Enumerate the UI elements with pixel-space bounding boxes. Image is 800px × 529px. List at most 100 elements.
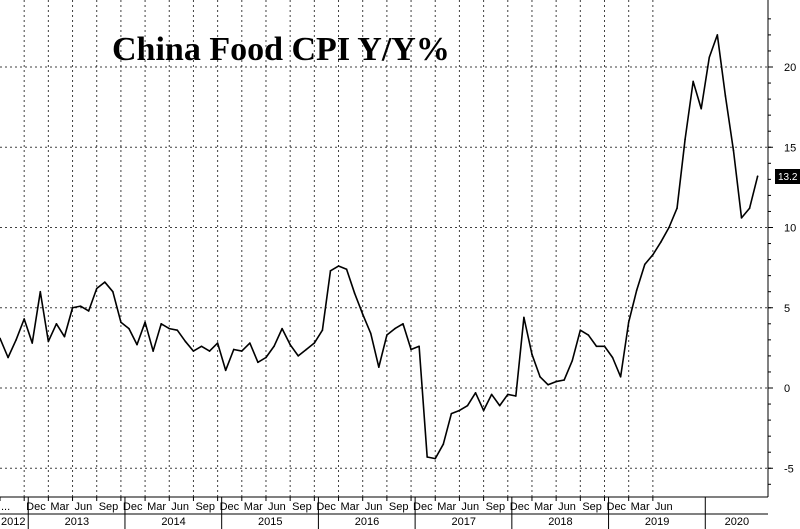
x-month-label: Dec: [510, 501, 530, 513]
data-point: [611, 356, 614, 359]
data-point: [482, 409, 485, 412]
data-point: [587, 334, 590, 336]
x-year-label: 2014: [161, 516, 185, 528]
data-point: [644, 263, 646, 266]
data-point: [539, 375, 541, 378]
last-value-text: 13.2: [778, 172, 798, 183]
x-month-label: Sep: [292, 501, 312, 513]
x-month-label: Mar: [244, 501, 263, 513]
data-point: [321, 329, 324, 332]
data-point: [531, 353, 533, 356]
data-point: [297, 355, 300, 357]
x-month-label: Jun: [268, 501, 286, 513]
data-point: [716, 34, 719, 36]
data-point: [394, 327, 396, 330]
x-month-label: Jun: [461, 501, 479, 513]
data-point: [313, 342, 316, 344]
data-point: [120, 321, 122, 323]
data-point: [112, 290, 114, 293]
data-point: [361, 313, 364, 315]
data-point: [47, 340, 50, 343]
data-point: [555, 380, 557, 383]
x-month-label: Dec: [220, 501, 240, 513]
data-point: [63, 335, 66, 338]
data-point: [426, 456, 428, 458]
data-point: [692, 80, 694, 83]
data-point: [506, 393, 509, 396]
data-point: [378, 366, 380, 368]
data-point: [184, 340, 187, 343]
series-line: [0, 34, 759, 460]
data-point: [281, 327, 283, 330]
last-value-badge: [775, 169, 800, 184]
data-point: [684, 138, 686, 141]
data-point: [418, 345, 420, 348]
data-point: [442, 443, 445, 445]
data-point: [144, 321, 146, 323]
data-point: [337, 265, 340, 267]
x-month-label: Mar: [437, 501, 456, 513]
axes: [0, 0, 773, 529]
data-point: [466, 404, 469, 407]
x-month-label: Jun: [171, 501, 189, 513]
x-month-label: Dec: [413, 501, 433, 513]
data-point: [458, 409, 461, 412]
x-year-label: 2016: [355, 516, 379, 528]
data-point: [103, 281, 106, 283]
x-month-label: Mar: [534, 501, 553, 513]
data-point: [474, 392, 477, 394]
data-point: [571, 359, 574, 362]
data-point: [257, 361, 259, 364]
x-month-label: Sep: [582, 501, 602, 513]
x-month-label: Jun: [75, 501, 93, 513]
data-point: [289, 343, 291, 346]
y-tick-label: 0: [784, 383, 790, 395]
data-point: [668, 226, 670, 229]
x-month-label: Jun: [365, 501, 383, 513]
x-year-label: 2018: [548, 516, 572, 528]
data-point: [95, 287, 98, 290]
data-point: [7, 356, 9, 359]
x-tick-labels: ... Dec Mar Jun Sep Dec Mar Jun Sep Dec Mar Jun Sep D…: [1, 501, 749, 528]
data-point: [87, 310, 90, 312]
data-point: [136, 343, 138, 346]
data-point: [724, 95, 727, 97]
data-point: [700, 107, 703, 110]
x-month-label: Dec: [607, 501, 627, 513]
data-point: [241, 350, 243, 352]
data-point: [490, 393, 493, 396]
data-point: [627, 321, 630, 323]
x-month-label: Sep: [99, 501, 119, 513]
x-year-label: 2015: [258, 516, 282, 528]
x-month-label: Mar: [631, 501, 650, 513]
series-layer: [0, 34, 759, 460]
data-point: [410, 348, 412, 351]
data-point: [55, 323, 58, 325]
data-point: [652, 253, 654, 256]
data-point: [515, 395, 517, 397]
data-point: [152, 350, 154, 352]
data-point: [353, 292, 356, 295]
data-point: [547, 383, 549, 386]
data-point: [168, 327, 171, 330]
data-point: [635, 289, 638, 291]
data-point: [128, 327, 130, 330]
data-point: [39, 290, 42, 293]
data-point: [200, 345, 203, 348]
y-tick-label: 10: [784, 223, 796, 235]
data-point: [450, 412, 453, 415]
y-tick-label: 20: [784, 62, 796, 74]
data-point: [619, 375, 622, 378]
data-point: [232, 348, 235, 351]
data-point: [579, 329, 582, 332]
data-point: [273, 345, 275, 348]
data-point: [708, 56, 711, 59]
x-month-label: Jun: [558, 501, 576, 513]
x-month-label: Sep: [195, 501, 215, 513]
x-year-label: 2020: [725, 516, 749, 528]
data-point: [31, 342, 34, 344]
x-month-label: Mar: [50, 501, 69, 513]
x-year-label: 2017: [451, 516, 475, 528]
data-point: [676, 207, 678, 210]
